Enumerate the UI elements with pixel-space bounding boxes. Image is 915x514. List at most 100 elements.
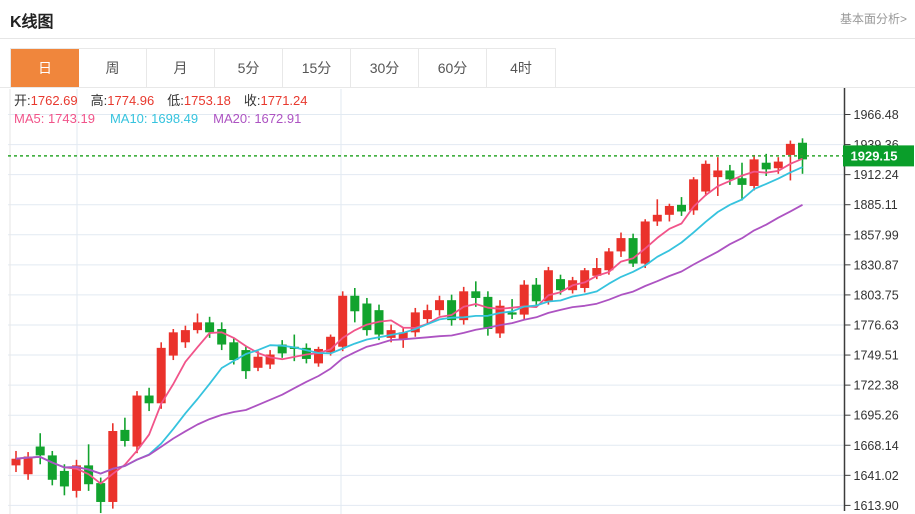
- candle-body: [447, 300, 457, 321]
- candle: [144, 387, 154, 412]
- candle-body: [543, 270, 553, 302]
- y-axis-label: 1695.26: [854, 409, 899, 423]
- candle: [11, 450, 21, 473]
- interval-tabbar: 日周月 5分 15分 30分 60分 4时: [10, 48, 556, 88]
- candle-body: [120, 429, 130, 441]
- candle-body: [59, 470, 69, 487]
- candle-body: [459, 291, 469, 321]
- y-axis-label: 1776.63: [854, 318, 899, 332]
- candle: [701, 160, 711, 196]
- current-price-value: 1929.15: [851, 149, 898, 164]
- candle-body: [531, 284, 541, 302]
- candle: [616, 232, 626, 257]
- candle-body: [217, 329, 227, 345]
- tab-5min[interactable]: 5分: [215, 49, 283, 87]
- candle: [749, 154, 759, 191]
- candle: [72, 459, 81, 498]
- candle: [785, 140, 795, 181]
- candle-body: [725, 170, 735, 180]
- candle-body: [422, 310, 432, 320]
- page-title: K线图: [10, 14, 54, 31]
- candle: [580, 268, 590, 293]
- y-axis-label: 1641.02: [854, 469, 899, 483]
- candle: [217, 322, 227, 351]
- candle-body: [664, 205, 674, 215]
- fundamental-analysis-link[interactable]: 基本面分析>: [839, 12, 907, 26]
- tab-month[interactable]: 月: [147, 49, 215, 87]
- candle: [156, 342, 166, 409]
- y-axis-label: 1722.38: [854, 379, 899, 393]
- y-axis-label: 1830.87: [854, 258, 899, 272]
- candle: [543, 266, 553, 305]
- candle: [350, 287, 360, 323]
- candle-body: [156, 347, 166, 404]
- tab-60min[interactable]: 60分: [419, 49, 487, 87]
- candle: [519, 280, 529, 320]
- tab-day[interactable]: 日: [11, 49, 79, 87]
- ohlc-value: 1771.24: [260, 93, 308, 108]
- ohlc-legend-row: 开:1762.69 高:1774.96 低:1753.18 收:1771.24: [14, 92, 321, 110]
- candle: [737, 162, 747, 201]
- candle: [713, 157, 723, 196]
- current-price-tag: [843, 145, 914, 167]
- candle-body: [326, 336, 336, 353]
- candle: [677, 197, 686, 216]
- y-axis-label: 1803.75: [854, 288, 899, 302]
- candle-body: [265, 354, 275, 365]
- ma20-line: [15, 204, 803, 475]
- candle-body: [580, 270, 590, 288]
- tab-30min[interactable]: 30分: [351, 49, 419, 87]
- candle-body: [604, 251, 614, 271]
- candle-body: [628, 238, 638, 264]
- candle: [495, 300, 505, 338]
- candle: [314, 346, 323, 367]
- candle: [277, 340, 287, 358]
- candle: [84, 444, 94, 491]
- candle: [180, 325, 190, 348]
- tab-15min[interactable]: 15分: [283, 49, 351, 87]
- candle: [59, 464, 69, 496]
- candle: [47, 450, 57, 486]
- candle-body: [193, 322, 202, 331]
- candle-body: [737, 178, 747, 185]
- candle-body: [785, 143, 795, 155]
- candle-body: [47, 455, 57, 480]
- ma5-line: [15, 157, 803, 485]
- ma-legend-item: MA5: 1743.19: [14, 111, 95, 126]
- candle: [205, 316, 215, 338]
- ma-legend-row: MA5: 1743.19 MA10: 1698.49 MA20: 1672.91: [14, 110, 321, 128]
- candle-body: [229, 342, 239, 361]
- ohlc-value: 1774.96: [107, 93, 155, 108]
- candle-body: [677, 204, 686, 212]
- candle: [35, 433, 45, 465]
- ohlc-value: 1753.18: [183, 93, 231, 108]
- candle-body: [205, 322, 215, 333]
- candle-body: [241, 350, 251, 372]
- candle: [531, 278, 541, 307]
- tab-week[interactable]: 周: [79, 49, 147, 87]
- ohlc-label: 低:: [167, 93, 184, 108]
- candle: [362, 297, 372, 336]
- y-axis-label: 1912.24: [854, 168, 899, 182]
- chart-legend: 开:1762.69 高:1774.96 低:1753.18 收:1771.24 MA5…: [14, 92, 321, 128]
- candle: [120, 417, 130, 447]
- candle: [23, 452, 33, 480]
- ohlc-label: 收:: [243, 93, 261, 108]
- candle: [652, 199, 662, 226]
- y-axis-label: 1668.14: [854, 439, 899, 453]
- candle-body: [277, 344, 287, 354]
- candle: [253, 351, 263, 372]
- header: K线图 基本面分析>: [0, 0, 915, 39]
- candle: [507, 299, 517, 320]
- candle-body: [362, 303, 372, 331]
- candle-body: [180, 330, 190, 343]
- candle-body: [761, 162, 771, 170]
- candle-body: [435, 300, 444, 311]
- ma-legend-item: MA20: 1672.91: [213, 111, 302, 126]
- candle: [398, 327, 408, 348]
- candle-body: [640, 221, 650, 264]
- tab-4hour[interactable]: 4时: [487, 49, 555, 87]
- candle-body: [108, 431, 118, 502]
- candle: [132, 391, 142, 454]
